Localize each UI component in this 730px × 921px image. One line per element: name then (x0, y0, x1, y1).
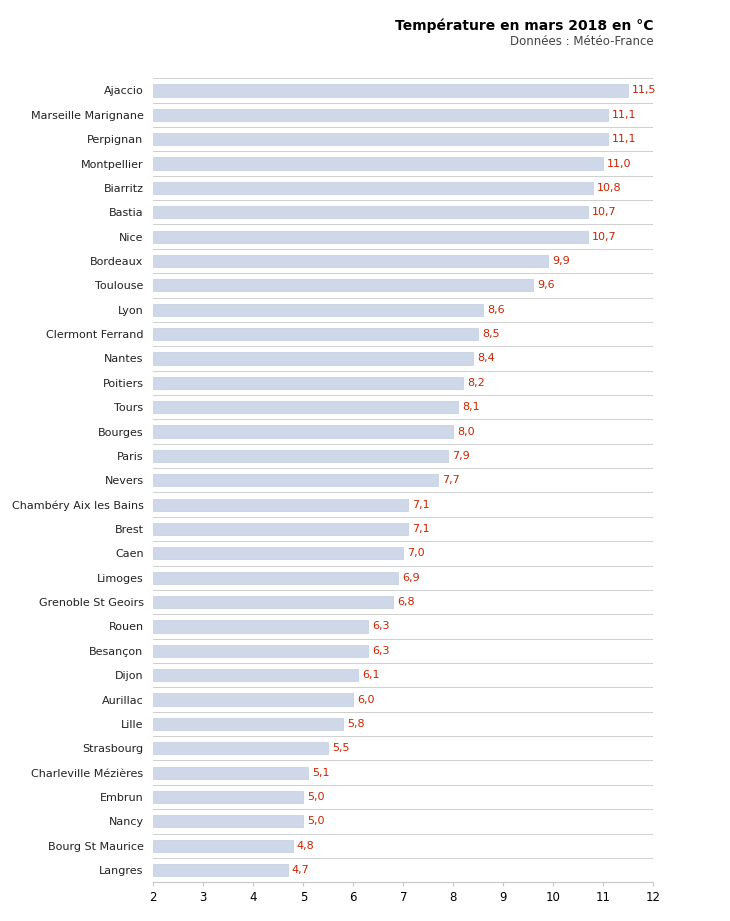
Text: 7,0: 7,0 (407, 548, 424, 558)
Text: 7,1: 7,1 (412, 500, 429, 509)
Text: 6,0: 6,0 (357, 694, 374, 705)
Bar (153, 402, 458, 414)
Bar (153, 181, 593, 194)
Bar (153, 621, 369, 633)
Text: 11,0: 11,0 (607, 158, 631, 169)
Text: 6,1: 6,1 (362, 670, 380, 681)
Text: 5,1: 5,1 (312, 768, 329, 777)
Bar (153, 328, 478, 340)
Bar (153, 791, 304, 803)
Bar (153, 815, 304, 827)
Text: 7,1: 7,1 (412, 524, 429, 534)
Bar (153, 230, 588, 243)
Text: 8,5: 8,5 (482, 329, 499, 339)
Bar (153, 840, 293, 852)
Bar (153, 109, 608, 121)
Bar (153, 377, 464, 389)
Text: 8,0: 8,0 (457, 426, 475, 437)
Text: 11,1: 11,1 (612, 134, 637, 145)
Text: 6,8: 6,8 (397, 597, 415, 607)
Text: 6,9: 6,9 (402, 573, 420, 583)
Text: Données : Météo-France: Données : Météo-France (510, 35, 653, 48)
Bar (153, 670, 358, 682)
Text: 5,8: 5,8 (347, 719, 364, 729)
Text: 11,5: 11,5 (632, 86, 656, 96)
Bar (153, 547, 404, 559)
Text: 8,1: 8,1 (462, 402, 480, 413)
Bar (153, 279, 534, 291)
Bar (153, 474, 438, 486)
Bar (153, 523, 408, 535)
Text: 7,7: 7,7 (442, 475, 460, 485)
Bar (153, 717, 343, 730)
Text: 5,5: 5,5 (332, 743, 350, 753)
Text: 9,6: 9,6 (537, 280, 555, 290)
Bar (153, 85, 629, 97)
Bar (153, 206, 588, 218)
Text: 8,6: 8,6 (487, 305, 504, 315)
Bar (153, 134, 608, 146)
Text: 11,1: 11,1 (612, 110, 637, 120)
Bar (153, 449, 448, 462)
Text: 7,9: 7,9 (452, 451, 469, 460)
Bar (153, 498, 408, 511)
Text: Température en mars 2018 en °C: Température en mars 2018 en °C (395, 18, 653, 33)
Bar (153, 304, 483, 316)
Text: 4,8: 4,8 (297, 841, 315, 851)
Bar (153, 766, 308, 779)
Bar (153, 864, 288, 876)
Bar (153, 742, 328, 754)
Bar (153, 645, 369, 657)
Text: 6,3: 6,3 (372, 646, 389, 656)
Bar (153, 157, 603, 169)
Bar (153, 255, 548, 267)
Text: 10,7: 10,7 (592, 207, 616, 217)
Text: 6,3: 6,3 (372, 622, 389, 632)
Text: 5,0: 5,0 (307, 816, 324, 826)
Bar (153, 694, 353, 705)
Text: 5,0: 5,0 (307, 792, 324, 802)
Bar (153, 426, 453, 437)
Bar (153, 572, 399, 584)
Text: 10,8: 10,8 (597, 183, 621, 192)
Text: 9,9: 9,9 (552, 256, 569, 266)
Bar (153, 596, 393, 608)
Bar (153, 353, 473, 365)
Text: 10,7: 10,7 (592, 232, 616, 241)
Text: 8,2: 8,2 (466, 378, 485, 388)
Text: 4,7: 4,7 (292, 865, 310, 875)
Text: 8,4: 8,4 (477, 354, 495, 364)
